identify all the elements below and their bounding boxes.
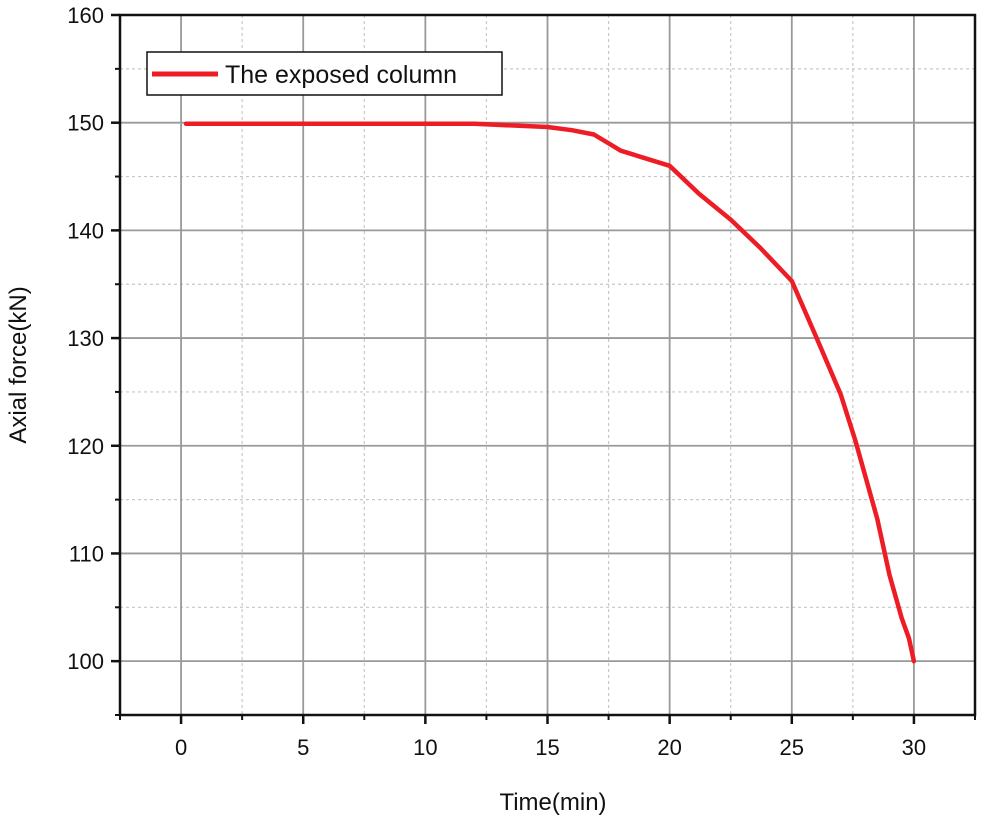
- x-tick-label: 5: [297, 735, 309, 760]
- y-axis-label: Axial force(kN): [5, 286, 32, 443]
- y-tick-label: 110: [69, 541, 104, 566]
- x-tick-label: 25: [780, 735, 804, 760]
- y-tick-label: 160: [67, 3, 104, 28]
- y-tick-label: 100: [67, 649, 104, 674]
- series-line: [183, 121, 917, 664]
- x-tick-label: 30: [902, 735, 926, 760]
- ticks: 0 5 10 15 20 25 30 100 110 120 130 140 150 160: [67, 3, 976, 760]
- y-tick-label: 140: [67, 218, 104, 243]
- legend: The exposed column: [146, 51, 503, 96]
- series-layer: [183, 121, 917, 664]
- y-tick-label: 120: [67, 434, 104, 459]
- x-tick-label: 0: [175, 735, 187, 760]
- x-axis-label: Time(min): [499, 789, 606, 816]
- legend-label: The exposed column: [225, 61, 457, 89]
- x-tick-label: 20: [657, 735, 681, 760]
- x-tick-label: 10: [413, 735, 437, 760]
- y-tick-label: 150: [67, 111, 104, 136]
- y-tick-label: 130: [67, 326, 104, 351]
- x-tick-label: 15: [535, 735, 559, 760]
- grid: [119, 14, 976, 716]
